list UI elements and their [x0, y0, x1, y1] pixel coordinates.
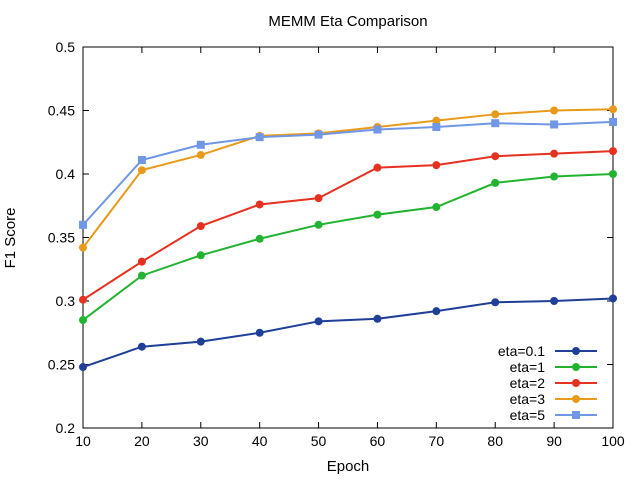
legend-entry: eta=3	[510, 391, 597, 407]
x-tick-label: 30	[193, 433, 209, 449]
x-tick-label: 50	[311, 433, 327, 449]
data-point	[432, 123, 441, 132]
data-point	[314, 130, 323, 139]
data-point	[432, 116, 441, 125]
y-tick-label: 0.25	[48, 357, 75, 373]
legend-label: eta=5	[510, 407, 546, 423]
data-point	[373, 163, 382, 172]
data-point	[432, 161, 441, 170]
data-point	[609, 294, 617, 303]
data-point	[609, 170, 617, 178]
series-eta-1	[79, 170, 617, 325]
y-tick-label: 0.4	[56, 166, 76, 182]
data-point	[137, 156, 146, 165]
legend-label: eta=3	[510, 391, 546, 407]
data-point	[609, 105, 617, 114]
legend-label: eta=1	[510, 359, 546, 375]
x-tick-label: 60	[370, 433, 386, 449]
y-tick-label: 0.3	[56, 293, 76, 309]
data-point	[550, 120, 559, 129]
data-point	[432, 203, 441, 212]
legend-swatch-marker	[572, 395, 580, 403]
data-point	[196, 150, 205, 159]
data-point	[550, 149, 559, 158]
data-point	[314, 194, 323, 203]
x-tick-label: 70	[429, 433, 445, 449]
legend-swatch-marker	[572, 363, 580, 371]
y-tick-label: 0.45	[48, 103, 75, 119]
legend-entry: eta=2	[510, 375, 597, 391]
legend-entry: eta=1	[510, 359, 597, 375]
legend-swatch-marker	[572, 347, 580, 355]
data-point	[550, 297, 559, 305]
data-point	[609, 117, 617, 126]
data-point	[137, 257, 146, 266]
data-point	[79, 295, 87, 304]
data-point	[79, 220, 87, 229]
series-line	[82, 120, 614, 226]
series-line	[82, 108, 614, 249]
data-point	[373, 314, 382, 323]
data-point	[79, 363, 87, 372]
data-point	[196, 140, 205, 149]
data-point	[137, 342, 146, 351]
data-point	[314, 220, 323, 229]
x-tick-label: 20	[134, 433, 150, 449]
data-point	[255, 328, 264, 337]
legend-entry: eta=0.1	[498, 343, 597, 359]
chart-title: MEMM Eta Comparison	[268, 13, 427, 30]
x-tick-label: 80	[487, 433, 503, 449]
data-point	[255, 133, 264, 142]
legend-swatch-marker	[572, 379, 580, 387]
x-tick-label: 10	[75, 433, 91, 449]
series-layer	[79, 105, 617, 372]
legend-swatch-marker	[572, 411, 580, 419]
data-point	[79, 243, 87, 252]
legend-label: eta=2	[510, 375, 546, 391]
axis-ticks: 10 20 30 40 50 60 70 80 90 100 0.2 0.25 0.3 0.35 0.4 0.…	[48, 39, 625, 449]
data-point	[491, 298, 500, 307]
x-tick-label: 90	[546, 433, 562, 449]
data-point	[196, 251, 205, 260]
legend-entry: eta=5	[510, 407, 597, 423]
data-point	[491, 178, 500, 187]
series-line	[82, 173, 614, 321]
y-tick-label: 0.5	[56, 39, 76, 55]
legend-label: eta=0.1	[498, 343, 545, 359]
data-point	[137, 166, 146, 175]
data-point	[255, 200, 264, 209]
data-point	[314, 317, 323, 326]
series-eta-0-1	[79, 294, 617, 372]
series-line	[82, 150, 614, 301]
data-point	[196, 337, 205, 346]
x-tick-label: 40	[252, 433, 268, 449]
data-point	[137, 271, 146, 280]
data-point	[373, 125, 382, 134]
data-point	[491, 152, 500, 161]
y-tick-label: 0.35	[48, 230, 75, 246]
x-tick-label: 100	[601, 433, 625, 449]
series-eta-2	[79, 147, 617, 304]
data-point	[432, 307, 441, 316]
y-tick-label: 0.2	[56, 420, 76, 436]
data-point	[196, 222, 205, 231]
data-point	[255, 234, 264, 243]
x-axis-label: Epoch	[327, 458, 370, 475]
data-point	[79, 316, 87, 325]
data-point	[373, 210, 382, 219]
data-point	[550, 106, 559, 115]
data-point	[491, 119, 500, 128]
series-eta-5	[79, 117, 617, 229]
data-point	[609, 147, 617, 156]
data-point	[491, 110, 500, 119]
series-line	[82, 297, 614, 368]
y-axis-label: F1 Score	[2, 208, 19, 269]
data-point	[550, 172, 559, 181]
